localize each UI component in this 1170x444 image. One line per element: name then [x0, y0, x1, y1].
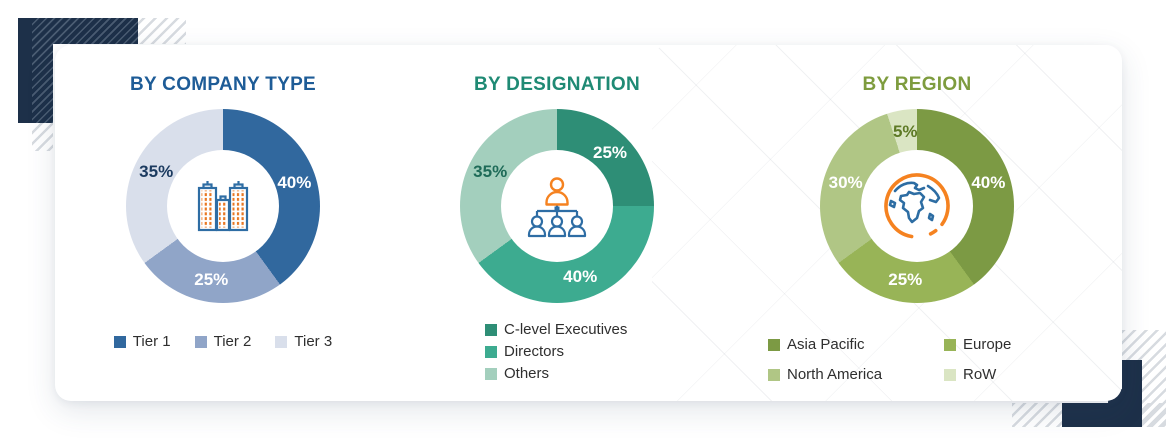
legend-item: North America — [768, 366, 944, 384]
legend-company-type: Tier 1 Tier 2 Tier 3 — [55, 333, 391, 351]
legend-swatch — [275, 336, 288, 348]
legend-label: Directors — [504, 343, 565, 360]
charts-card: BY COMPANY TYPE — [55, 45, 1122, 401]
legend-swatch — [768, 339, 780, 351]
legend-item: C-level Executives — [485, 321, 627, 339]
legend-label: RoW — [963, 366, 997, 383]
legend-swatch — [944, 369, 956, 381]
legend-label: Europe — [963, 336, 1012, 353]
legend-item: Asia Pacific — [768, 336, 944, 354]
legend-region: Asia Pacific Europe North America RoW — [768, 336, 1011, 384]
chart-company-type: BY COMPANY TYPE — [55, 45, 391, 401]
legend-item: Tier 3 — [275, 333, 332, 351]
legend-swatch — [485, 324, 497, 336]
buildings-icon — [197, 181, 249, 232]
legend-label: North America — [787, 366, 883, 383]
slice-percent-label: 35% — [139, 161, 174, 181]
donut-chart-company-type: 40% 25% 35% — [126, 109, 320, 303]
legend-item: Europe — [944, 336, 1011, 354]
slice-percent-label: 5% — [892, 121, 918, 141]
legend-swatch — [485, 346, 497, 358]
navy-bar-decor — [18, 18, 32, 123]
legend-label: Tier 1 — [132, 333, 171, 350]
navy-bar-decor — [1062, 403, 1142, 427]
donut-chart-designation: 25% 40% 35% — [460, 109, 654, 303]
donut-chart-region: 40% 25% 30% 5% — [820, 109, 1014, 303]
org-chart-icon — [527, 177, 587, 238]
slice-percent-label: 40% — [277, 172, 312, 192]
chart-designation: BY DESIGNATION — [389, 45, 725, 401]
legend-swatch — [944, 339, 956, 351]
legend-swatch — [768, 369, 780, 381]
slice-percent-label: 35% — [473, 161, 508, 181]
slice-percent-label: 25% — [593, 142, 628, 162]
chart-title: BY COMPANY TYPE — [129, 74, 317, 95]
navy-hatch-decor — [32, 18, 53, 123]
legend-item: RoW — [944, 366, 1011, 384]
slice-percent-label: 30% — [828, 172, 863, 192]
legend-label: Asia Pacific — [787, 336, 865, 353]
chart-title: BY REGION — [862, 74, 972, 95]
chart-title: BY DESIGNATION — [473, 74, 641, 95]
legend-swatch — [194, 336, 207, 348]
legend-item: Tier 2 — [194, 333, 252, 351]
legend-label: Tier 2 — [213, 333, 252, 350]
legend-label: C-level Executives — [504, 321, 628, 338]
legend-designation: C-level Executives Directors Others — [485, 321, 627, 383]
globe-icon — [884, 173, 950, 239]
slice-percent-label: 40% — [971, 172, 1006, 192]
legend-item: Tier 1 — [113, 333, 171, 351]
legend-item: Directors — [485, 343, 627, 361]
chart-region: BY REGION 40% 25% 30% 5% Asia Pacific Europe… — [749, 45, 1085, 401]
slice-percent-label: 40% — [563, 267, 598, 287]
slice-percent-label: 25% — [194, 270, 229, 290]
legend-label: Tier 3 — [294, 333, 333, 350]
legend-label: Others — [504, 365, 550, 382]
slice-percent-label: 25% — [888, 270, 923, 290]
legend-item: Others — [485, 365, 627, 383]
legend-swatch — [113, 336, 126, 348]
legend-swatch — [485, 368, 497, 380]
